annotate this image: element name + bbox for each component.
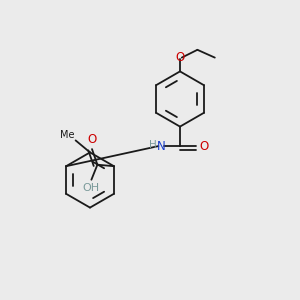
Text: O: O — [176, 51, 184, 64]
Text: N: N — [157, 140, 166, 153]
Text: Me: Me — [60, 130, 74, 140]
Text: H: H — [149, 140, 157, 150]
Text: OH: OH — [82, 183, 99, 193]
Text: O: O — [87, 133, 97, 146]
Text: O: O — [200, 140, 209, 153]
